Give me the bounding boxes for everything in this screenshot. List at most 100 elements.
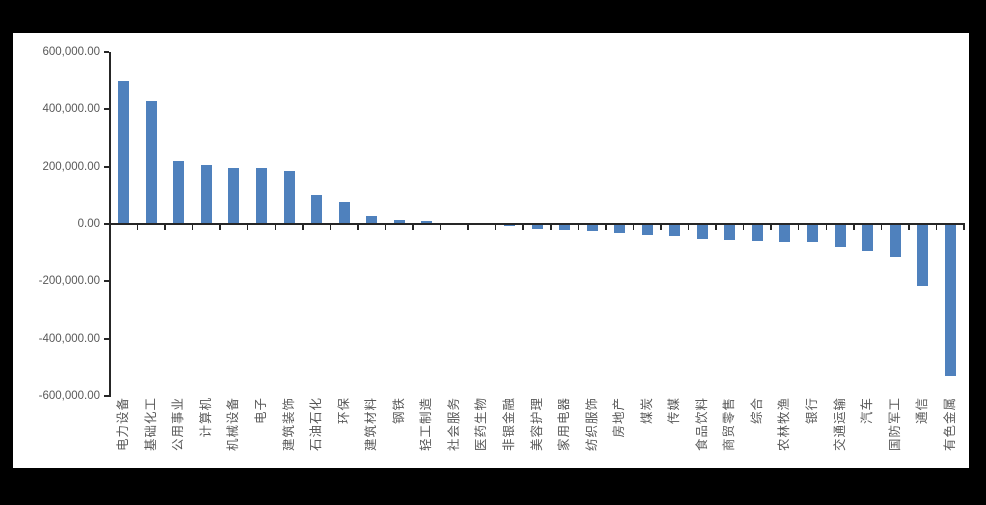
x-axis-tick	[246, 225, 249, 230]
bar	[283, 171, 295, 224]
x-axis-category-label-text: 食品饮料	[694, 397, 709, 452]
y-axis-tick-label: -200,000.00	[38, 275, 100, 288]
x-axis-tick	[522, 225, 524, 230]
x-axis-category-label-text: 家用电器	[557, 397, 572, 452]
y-axis-tick	[104, 395, 109, 398]
x-axis-tick	[963, 225, 965, 230]
bar	[559, 224, 571, 231]
x-axis-category-label-text: 纺织服饰	[584, 397, 599, 452]
x-axis-category-label-text: 综合	[749, 397, 764, 425]
x-axis-tick	[715, 225, 717, 230]
x-axis-category-label-text: 美容护理	[529, 397, 544, 452]
x-axis-category-label-text: 建筑装饰	[281, 397, 296, 452]
x-axis-category-label-text: 轻工制造	[419, 397, 434, 452]
x-axis-category-label-text: 农林牧渔	[777, 397, 792, 452]
y-axis-tick-label: 400,000.00	[42, 103, 100, 116]
bar	[228, 168, 240, 224]
bar	[118, 81, 130, 224]
x-axis-tick	[797, 225, 800, 230]
x-axis-tick	[164, 225, 166, 230]
y-axis-tick	[104, 223, 109, 225]
x-axis-tick	[935, 225, 938, 230]
x-axis-tick	[412, 225, 414, 230]
x-axis-tick	[494, 225, 497, 230]
x-axis-tick	[384, 225, 387, 230]
x-axis-tick	[109, 225, 111, 230]
x-axis-category-label-text: 电子	[254, 397, 269, 425]
y-axis-tick-label: -600,000.00	[38, 390, 100, 403]
x-axis-line	[109, 223, 965, 225]
bar	[889, 224, 901, 258]
y-axis-tick-label: -400,000.00	[38, 332, 100, 345]
x-axis-tick	[329, 225, 332, 230]
y-axis-tick-label: 600,000.00	[42, 45, 100, 58]
x-axis-category-label-text: 商贸零售	[722, 397, 737, 452]
x-axis-category-label-text: 公用事业	[171, 397, 186, 452]
bar	[779, 224, 791, 242]
bar	[641, 224, 653, 236]
bar	[338, 202, 350, 224]
x-axis-tick	[660, 225, 662, 230]
x-axis-tick	[687, 225, 690, 230]
bar	[806, 224, 818, 243]
x-axis-tick	[605, 225, 607, 230]
y-axis-tick-label: 200,000.00	[42, 160, 100, 173]
x-axis-category-label-text: 通信	[915, 397, 930, 425]
bar	[614, 224, 626, 234]
bar	[421, 221, 433, 224]
x-axis-tick	[136, 225, 139, 230]
bar	[256, 168, 268, 224]
x-axis-category-label-text: 房地产	[612, 397, 627, 438]
y-axis-tick	[104, 280, 109, 283]
x-axis-category-label-text: 环保	[336, 397, 351, 425]
x-axis-tick	[908, 225, 910, 230]
bar	[751, 224, 763, 242]
bar	[200, 164, 212, 224]
x-axis-category-label-text: 医药生物	[474, 397, 489, 452]
x-axis-category-label-text: 电力设备	[116, 397, 131, 452]
x-axis-tick	[550, 225, 552, 230]
y-axis-tick	[104, 108, 109, 111]
bar	[503, 224, 515, 227]
x-axis-tick	[742, 225, 745, 230]
bar	[724, 224, 736, 241]
x-axis-tick	[219, 225, 221, 230]
x-axis-category-label-text: 建筑材料	[364, 397, 379, 452]
x-axis-category-label-text: 煤炭	[639, 397, 654, 425]
x-axis-tick	[853, 225, 855, 230]
x-axis-tick	[302, 225, 304, 230]
bar	[834, 224, 846, 247]
x-axis-tick	[357, 225, 359, 230]
y-axis-tick	[104, 165, 109, 168]
x-axis-category-label-text: 汽车	[860, 397, 875, 425]
x-axis-category-label-text: 钢铁	[391, 397, 406, 425]
x-axis-tick	[770, 225, 772, 230]
x-axis-category-label-text: 社会服务	[446, 397, 461, 452]
bar	[862, 224, 874, 251]
bar	[944, 224, 956, 376]
x-axis-category-label-text: 计算机	[198, 397, 213, 438]
x-axis-tick	[825, 225, 827, 230]
y-axis-tick	[104, 337, 109, 340]
bar	[366, 216, 378, 224]
bar	[586, 224, 598, 231]
x-axis-tick	[880, 225, 883, 230]
plot-area: 600,000.00 400,000.00 200,000.00 0.00 -200,0…	[13, 33, 969, 468]
x-axis-category-label-text: 国防军工	[887, 397, 902, 452]
x-axis-tick	[632, 225, 635, 230]
bar	[531, 224, 543, 229]
y-axis-tick-label: 0.00	[77, 218, 100, 230]
x-axis-category-label-text: 交通运输	[832, 397, 847, 452]
x-axis-category-label-text: 非银金融	[501, 397, 516, 452]
bar	[917, 224, 929, 286]
y-axis-tick	[104, 50, 109, 53]
x-axis-tick	[191, 225, 194, 230]
bar	[669, 224, 681, 237]
chart-area: 600,000.00 400,000.00 200,000.00 0.00 -200,0…	[13, 33, 969, 468]
x-axis-tick	[274, 225, 277, 230]
bar	[145, 100, 157, 224]
x-axis-tick	[467, 225, 469, 230]
x-axis-tick	[439, 225, 442, 230]
x-axis-category-label-text: 银行	[804, 397, 819, 425]
x-axis-category-label-text: 基础化工	[143, 397, 158, 452]
